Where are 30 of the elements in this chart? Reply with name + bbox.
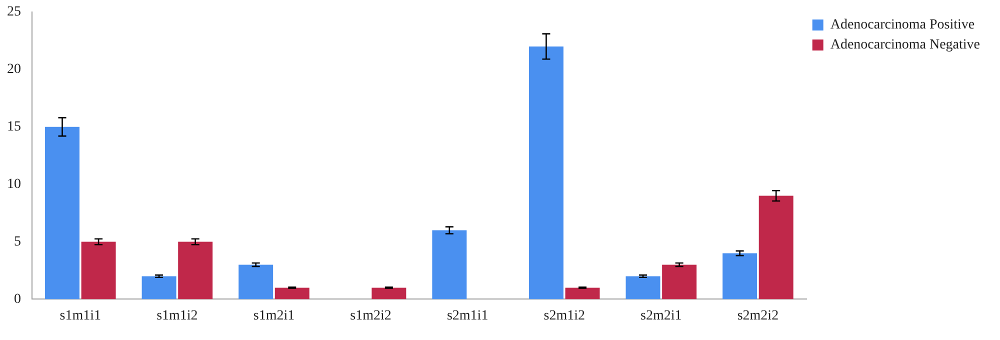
bar: [528, 46, 564, 300]
bar: [626, 276, 660, 300]
bar: [45, 126, 80, 300]
y-tick-label: 0: [14, 292, 21, 307]
bar: [142, 276, 176, 300]
bar: [758, 196, 794, 300]
bar: [432, 230, 467, 300]
x-tick-label: s2m2i1: [640, 308, 682, 324]
x-tick-label: s1m1i2: [156, 308, 198, 324]
bar: [81, 242, 116, 300]
legend-label: Adenocarcinoma Negative: [830, 38, 980, 53]
bar: [178, 242, 213, 300]
bar: [565, 288, 600, 300]
x-tick-label: s1m2i1: [253, 308, 295, 324]
y-tick-label: 20: [7, 62, 21, 78]
bar: [722, 253, 758, 300]
bar: [662, 264, 697, 300]
x-tick-label: s1m1i1: [60, 308, 102, 324]
bar: [274, 288, 310, 300]
y-tick-label: 15: [7, 120, 21, 135]
x-tick-label: s1m2i2: [350, 308, 392, 324]
y-tick-label: 25: [7, 4, 21, 20]
x-tick-label: s2m2i2: [737, 308, 779, 324]
x-tick-label: s2m1i2: [544, 308, 585, 324]
bar: [238, 264, 274, 300]
y-tick-label: 5: [14, 234, 21, 250]
x-tick-label: s2m1i1: [446, 308, 488, 324]
legend-label: Adenocarcinoma Positive: [830, 18, 975, 33]
y-tick-label: 10: [7, 176, 21, 192]
bar: [372, 288, 406, 300]
